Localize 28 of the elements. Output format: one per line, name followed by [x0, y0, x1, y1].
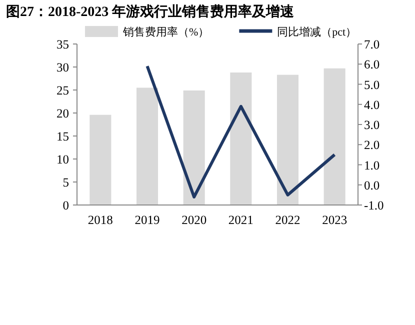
- y2-tick-label: 4.0: [364, 98, 380, 112]
- y2-tick-label: 5.0: [364, 78, 380, 92]
- y2-tick-label: 6.0: [364, 58, 380, 72]
- y-tick-label: 5: [62, 176, 69, 190]
- y-tick-label: 0: [62, 198, 69, 212]
- y-tick-label: 10: [56, 152, 69, 166]
- y-tick-label: 20: [56, 106, 69, 120]
- y2-tick-label: 3.0: [364, 118, 380, 132]
- title: 图27：2018-2023 年游戏行业销售费用率及增速: [6, 5, 294, 20]
- x-tick-label: 2021: [228, 213, 254, 227]
- x-tick-label: 2023: [322, 213, 348, 227]
- y2-tick-label: -1.0: [364, 198, 384, 212]
- x-tick-label: 2019: [134, 213, 160, 227]
- y2-tick-label: 7.0: [364, 38, 380, 52]
- y2-tick-label: 0.0: [364, 178, 380, 192]
- legend-label: 同比增减（pct）: [277, 26, 357, 38]
- y-tick-label: 15: [56, 130, 69, 144]
- x-tick-label: 2018: [88, 213, 113, 227]
- legend-item: 同比增减（pct）: [239, 26, 357, 38]
- y-tick-label: 25: [56, 84, 69, 98]
- y-tick-label: 30: [56, 60, 69, 74]
- legend-item: 销售费用率（%）: [85, 26, 210, 38]
- legend-label: 销售费用率（%）: [122, 26, 210, 38]
- x-tick-label: 2020: [182, 213, 207, 227]
- y-tick-label: 35: [56, 38, 69, 52]
- y2-tick-label: 1.0: [364, 158, 380, 172]
- x-tick-label: 2022: [275, 213, 300, 227]
- y2-tick-label: 2.0: [364, 138, 380, 152]
